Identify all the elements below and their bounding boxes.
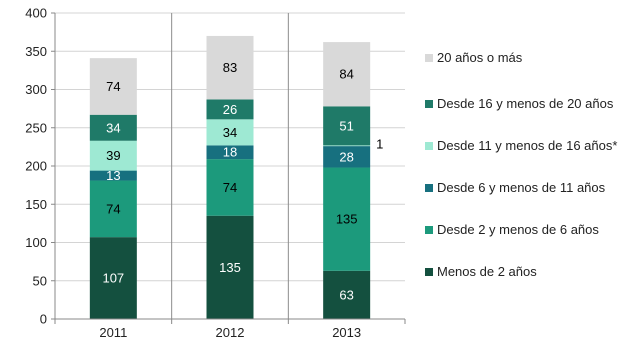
bar-segment: [89, 237, 137, 319]
y-tick-label: 250: [25, 120, 47, 135]
legend-item: Desde 2 y menos de 6 años: [425, 222, 631, 237]
y-tick-label: 50: [33, 273, 47, 288]
legend-label: 20 años o más: [437, 50, 523, 65]
legend-item: Desde 16 y menos de 20 años: [425, 96, 631, 111]
legend-item: Desde 11 y menos de 16 años*: [425, 138, 631, 153]
legend-swatch: [425, 100, 433, 108]
data-label: 135: [336, 212, 358, 227]
x-tick-label: 2013: [332, 325, 361, 340]
data-labels: 107 74 13 39 34 74 135 74 18 34 26 83 63 135 28 1 51 84: [102, 60, 383, 302]
tick-labels: 0 50 100 150 200 250 300 350 400 2011 2012 2013: [25, 6, 361, 341]
data-label: 34: [106, 120, 120, 135]
data-label: 34: [223, 125, 237, 140]
data-label: 107: [102, 271, 124, 286]
y-tick-label: 150: [25, 197, 47, 212]
legend-item: Desde 6 y menos de 11 años: [425, 180, 631, 195]
bar-segment: [206, 35, 254, 100]
axes: [51, 12, 406, 324]
bar-segment: [89, 114, 137, 141]
y-tick-label: 200: [25, 159, 47, 174]
data-label: 83: [223, 60, 237, 75]
y-tick-label: 350: [25, 44, 47, 59]
y-tick-label: 0: [40, 312, 47, 327]
data-label: 135: [219, 260, 241, 275]
data-label: 26: [223, 102, 237, 117]
legend-label: Desde 6 y menos de 11 años: [437, 180, 606, 195]
data-label: 74: [223, 180, 237, 195]
data-label: 13: [106, 168, 120, 183]
legend-item: 20 años o más: [425, 50, 631, 65]
legend-label: Desde 11 y menos de 16 años*: [437, 138, 618, 153]
data-label: 84: [339, 67, 353, 82]
legend-swatch: [425, 268, 433, 276]
bar-segment: [323, 42, 371, 107]
bar-segment: [323, 167, 371, 271]
legend-swatch: [425, 226, 433, 234]
legend-swatch: [425, 184, 433, 192]
bar-segment: [323, 270, 371, 319]
bar-segment: [206, 99, 254, 120]
legend-label: Desde 2 y menos de 6 años: [437, 222, 599, 237]
data-label: 63: [339, 287, 353, 302]
bar-segment: [89, 180, 137, 238]
legend-swatch: [425, 142, 433, 150]
legend-swatch: [425, 54, 433, 62]
bar-segment: [206, 145, 254, 160]
legend-item: Menos de 2 años: [425, 264, 631, 279]
x-tick-label: 2011: [99, 325, 127, 340]
data-label: 51: [339, 118, 353, 133]
data-label: 39: [106, 148, 120, 163]
legend-label: Desde 16 y menos de 20 años: [437, 96, 614, 111]
legend-label: Menos de 2 años: [437, 264, 537, 279]
y-tick-label: 100: [25, 235, 47, 250]
bar-segment: [89, 58, 137, 115]
bar-segment: [323, 106, 371, 146]
bar-segment: [206, 119, 254, 146]
data-label: 1: [376, 136, 383, 151]
data-label: 74: [106, 79, 120, 94]
bar-segment: [206, 159, 254, 216]
data-label: 18: [223, 145, 237, 160]
data-label: 28: [339, 149, 353, 164]
x-tick-label: 2012: [216, 325, 245, 340]
bar-segment: [323, 146, 371, 168]
data-label: 74: [106, 201, 120, 216]
bar-segment: [89, 170, 137, 181]
y-tick-label: 300: [25, 82, 47, 97]
bars: [89, 35, 371, 319]
bar-segment: [206, 215, 254, 319]
bar-segment: [323, 145, 371, 147]
bar-segment: [89, 140, 137, 171]
y-tick-label: 400: [25, 6, 47, 21]
